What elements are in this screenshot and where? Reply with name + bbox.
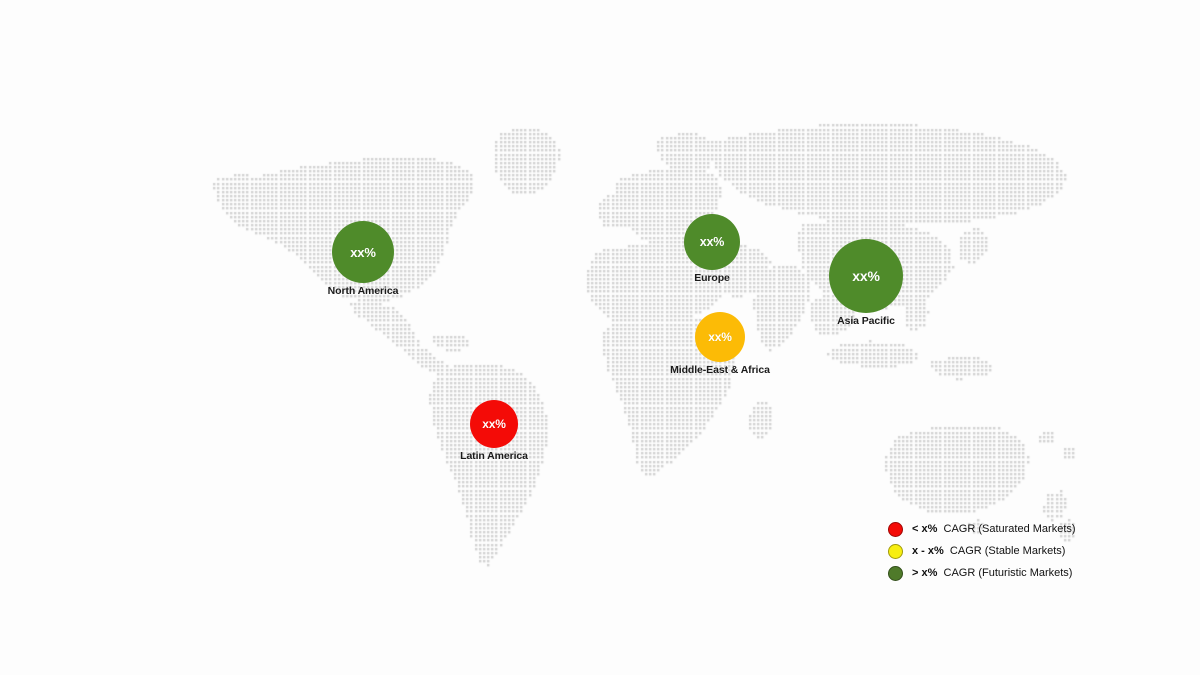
bubble-label: Asia Pacific bbox=[837, 315, 895, 327]
legend-dot-icon bbox=[888, 521, 903, 537]
legend-item-futuristic[interactable]: > x% CAGR (Futuristic Markets) bbox=[888, 562, 1076, 584]
legend-range: x - x% bbox=[912, 544, 944, 557]
legend-item-saturated[interactable]: < x% CAGR (Saturated Markets) bbox=[888, 518, 1076, 540]
legend-label: > x% CAGR (Futuristic Markets) bbox=[912, 566, 1073, 579]
bubble-value: xx% bbox=[852, 268, 880, 284]
bubble-circle: xx% bbox=[332, 221, 394, 283]
legend-description: CAGR (Futuristic Markets) bbox=[943, 566, 1073, 579]
legend-dot-icon bbox=[888, 543, 903, 559]
legend: < x% CAGR (Saturated Markets) x - x% CAGR… bbox=[888, 518, 1076, 584]
region-bubble-middle-east-africa[interactable]: xx% Middle-East & Africa bbox=[655, 312, 785, 377]
bubble-value: xx% bbox=[708, 330, 732, 344]
bubble-value: xx% bbox=[350, 244, 376, 260]
legend-label: x - x% CAGR (Stable Markets) bbox=[912, 544, 1066, 557]
bubble-circle: xx% bbox=[695, 312, 745, 362]
bubble-circle: xx% bbox=[470, 400, 518, 448]
bubble-circle: xx% bbox=[684, 214, 740, 270]
bubble-label: Middle-East & Africa bbox=[670, 364, 770, 376]
region-bubble-asia-pacific[interactable]: xx% Asia Pacific bbox=[801, 239, 931, 328]
bubble-circle: xx% bbox=[829, 239, 903, 313]
bubble-label: Latin America bbox=[460, 450, 528, 462]
legend-description: CAGR (Saturated Markets) bbox=[943, 522, 1076, 535]
region-bubble-north-america[interactable]: xx% North America bbox=[298, 221, 428, 298]
legend-item-stable[interactable]: x - x% CAGR (Stable Markets) bbox=[888, 540, 1076, 562]
legend-label: < x% CAGR (Saturated Markets) bbox=[912, 522, 1076, 535]
bubble-value: xx% bbox=[482, 417, 506, 431]
region-bubble-europe[interactable]: xx% Europe bbox=[647, 214, 777, 285]
bubble-label: Europe bbox=[694, 272, 730, 284]
bubble-label: North America bbox=[327, 285, 399, 297]
legend-description: CAGR (Stable Markets) bbox=[949, 544, 1066, 557]
legend-range: < x% bbox=[912, 522, 938, 535]
bubble-value: xx% bbox=[699, 234, 725, 249]
region-bubble-latin-america[interactable]: xx% Latin America bbox=[429, 400, 559, 463]
legend-dot-icon bbox=[888, 565, 903, 581]
legend-range: > x% bbox=[912, 566, 938, 579]
